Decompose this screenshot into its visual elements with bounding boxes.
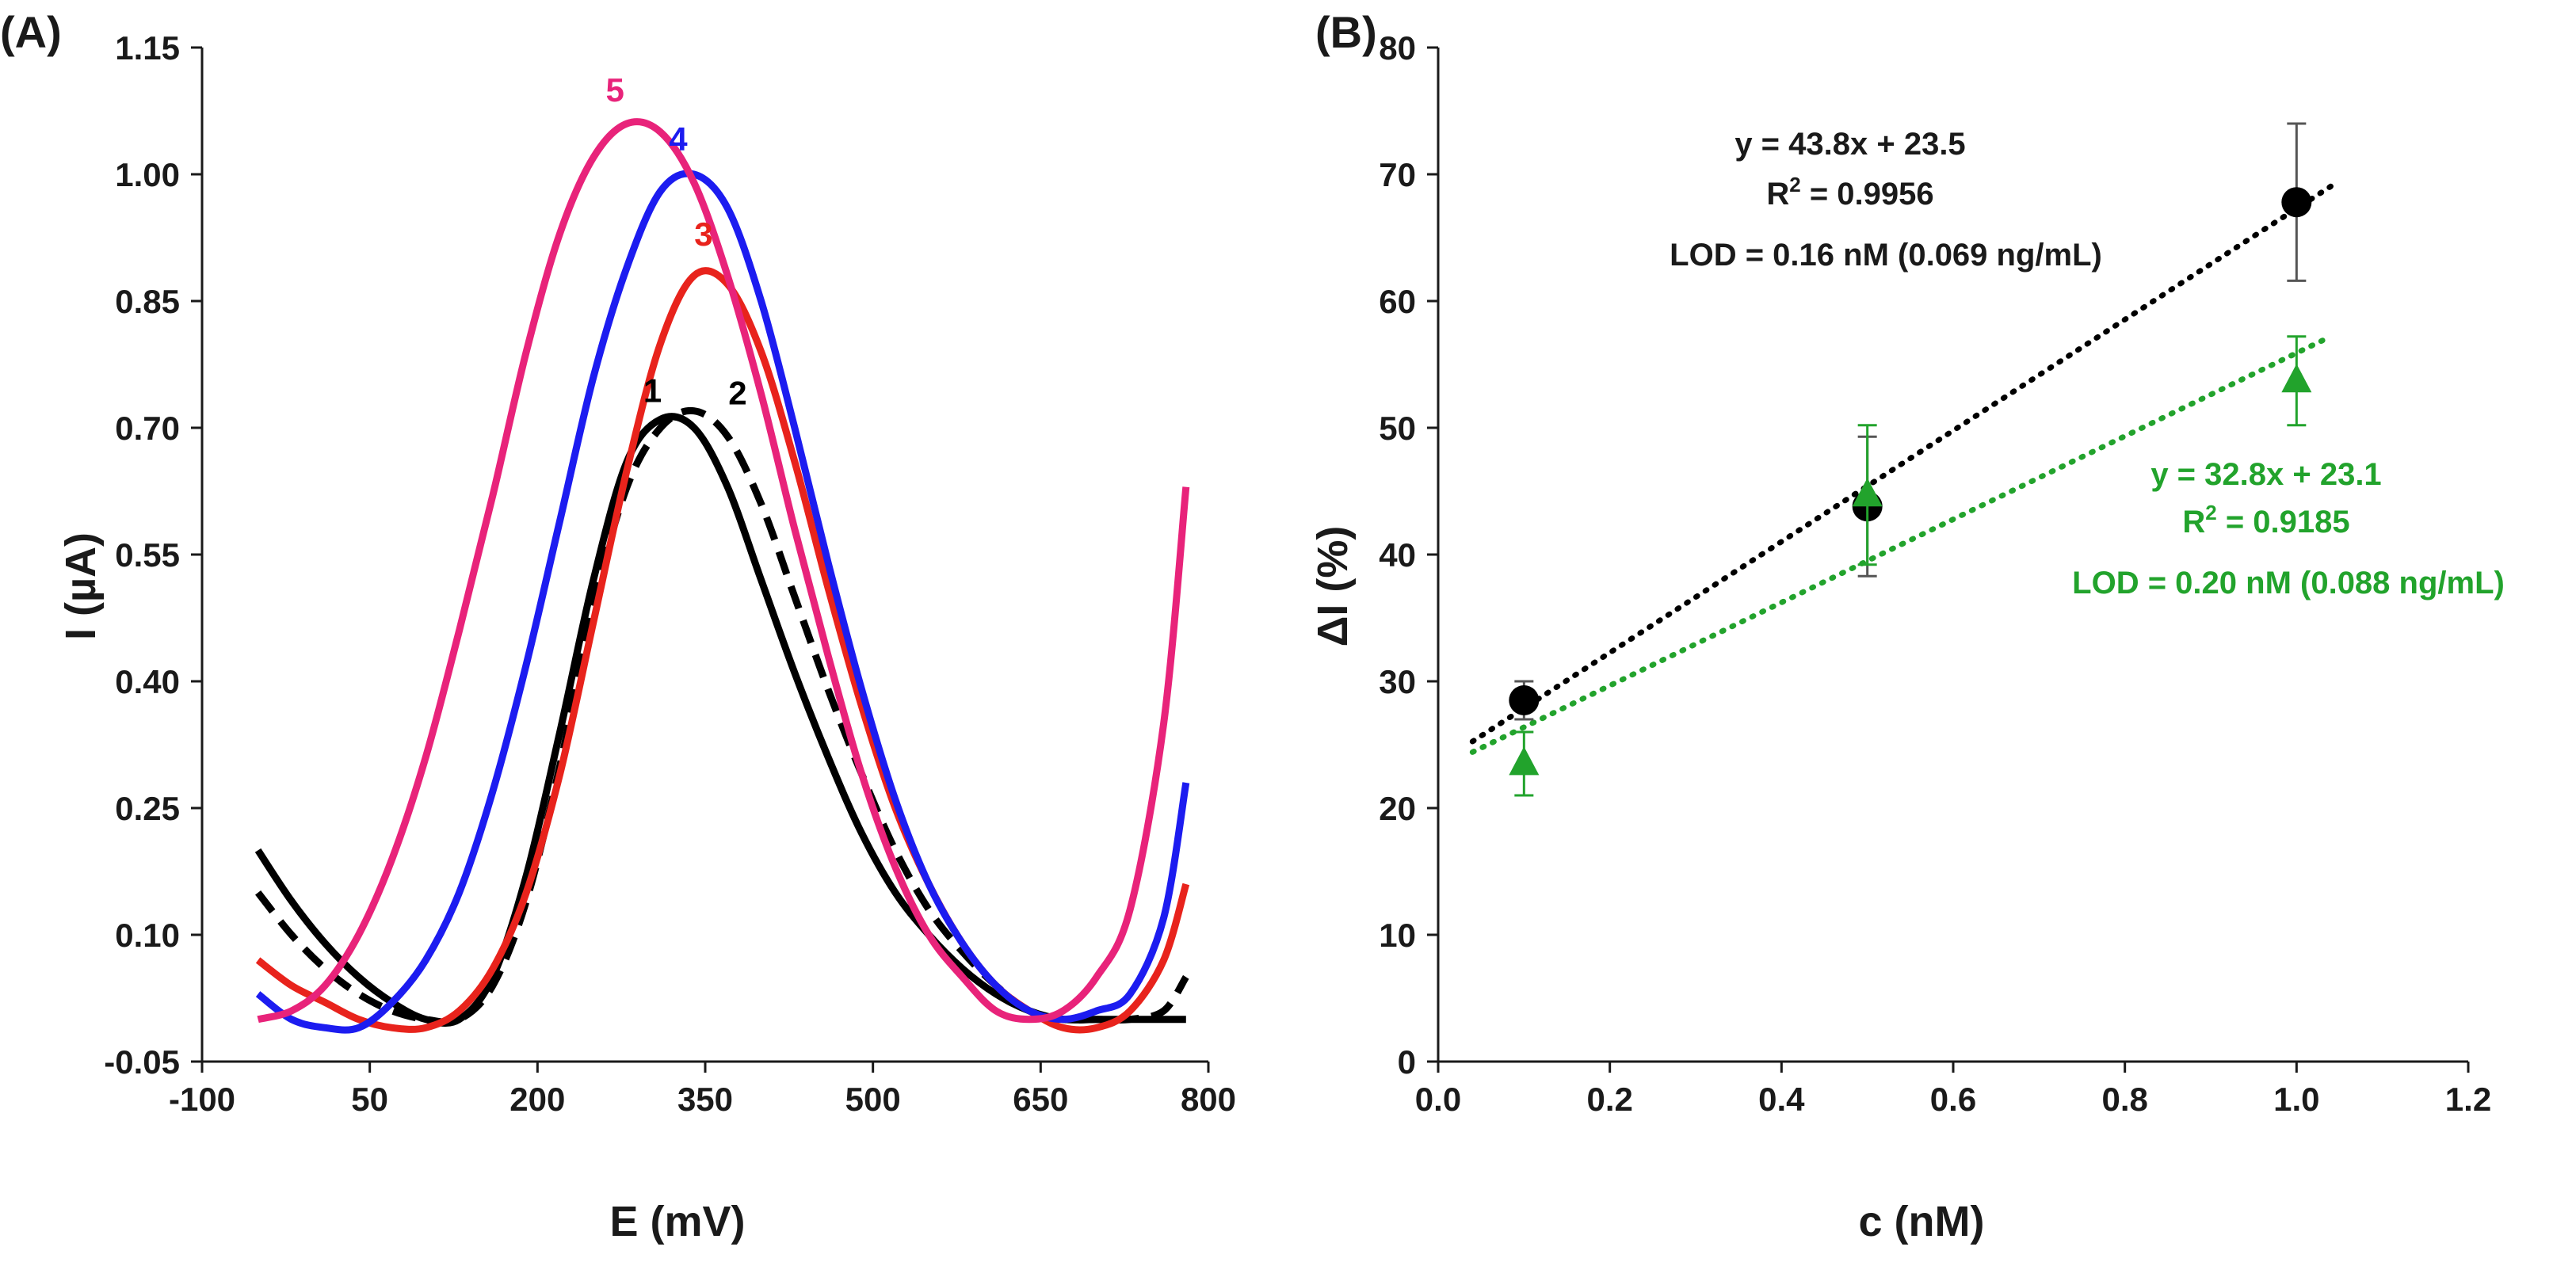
annot-black-r2-value: = 0.9956 <box>1801 177 1934 212</box>
b-x-tick-label: 1.2 <box>2445 1081 2491 1118</box>
panel-a-y-ticks: -0.05 0.10 0.25 0.40 0.55 0.70 0.85 1.00 1.15 <box>104 29 202 1081</box>
panel-b-fit-lines <box>1469 183 2334 755</box>
annot-green-lod: LOD = 0.20 nM (0.088 ng/mL) <box>2072 566 2505 600</box>
fit-line-black <box>1469 183 2334 745</box>
b-y-tick-label: 10 <box>1379 917 1416 954</box>
marker-circle <box>2281 187 2312 218</box>
b-y-tick-label: 70 <box>1379 156 1416 193</box>
b-y-tick-label: 50 <box>1379 410 1416 447</box>
b-y-tick-label: 0 <box>1398 1043 1416 1081</box>
curve-3 <box>255 267 1190 1034</box>
b-y-tick-label: 40 <box>1379 536 1416 574</box>
annot-black-r2: R2 = 0.9956 <box>1766 173 1933 212</box>
panel-a-x-title: E (mV) <box>609 1198 745 1245</box>
panel-b-label: (B) <box>1315 7 1377 57</box>
point-green <box>1852 424 1883 566</box>
a-y-tick-label: 0.10 <box>115 917 180 954</box>
a-x-tick-label: 500 <box>845 1081 901 1118</box>
annot-black-lod: LOD = 0.16 nM (0.069 ng/mL) <box>1670 238 2102 273</box>
panel-a-x-ticks: -100 50 200 350 500 650 800 <box>169 1062 1236 1118</box>
annot-green-equation: y = 32.8x + 23.1 <box>2150 457 2381 492</box>
panel-b-x-title: c (nM) <box>1859 1198 1985 1245</box>
point-green <box>2281 335 2312 427</box>
marker-triangle <box>1852 478 1883 507</box>
panel-a-y-title: I (µA) <box>57 532 105 640</box>
b-y-tick-label: 20 <box>1379 790 1416 827</box>
fit-line-green <box>1469 334 2334 755</box>
panel-b-points <box>1509 122 2312 797</box>
b-x-tick-label: 0.0 <box>1415 1081 1461 1118</box>
curve-label-4: 4 <box>669 120 688 158</box>
panel-a-curve-labels: 1 2 3 4 5 <box>606 71 747 412</box>
a-y-tick-label: 0.25 <box>115 790 180 827</box>
curve-label-5: 5 <box>606 71 624 109</box>
a-y-tick-label: 0.55 <box>115 536 180 574</box>
curve-4 <box>255 170 1190 1034</box>
panel-b-y-ticks: 0 10 20 30 40 50 60 70 80 <box>1379 29 1438 1081</box>
b-x-tick-label: 1.0 <box>2273 1081 2319 1118</box>
b-x-tick-label: 0.4 <box>1758 1081 1805 1118</box>
b-y-tick-label: 30 <box>1379 663 1416 700</box>
curve-label-3: 3 <box>694 215 712 253</box>
marker-circle <box>1509 685 1540 715</box>
b-x-tick-label: 0.2 <box>1586 1081 1632 1118</box>
annot-black-r2-prefix: R <box>1766 177 1789 212</box>
b-y-tick-label: 60 <box>1379 283 1416 320</box>
marker-triangle <box>2281 364 2312 393</box>
panel-a: (A) -100 50 200 350 500 650 800 -0.05 0.10 0.25 0… <box>0 7 1236 1245</box>
point-black <box>1509 680 1540 721</box>
a-y-tick-label: 1.15 <box>115 29 180 67</box>
curve-label-2: 2 <box>728 375 746 412</box>
panel-b-y-title: ΔI (%) <box>1309 526 1357 647</box>
a-x-tick-label: 650 <box>1013 1081 1068 1118</box>
a-y-tick-label: 0.85 <box>115 283 180 320</box>
b-x-tick-label: 0.8 <box>2101 1081 2147 1118</box>
annot-green-r2-sup: 2 <box>2205 501 2216 524</box>
a-y-tick-label: 0.40 <box>115 663 180 700</box>
a-y-tick-label: 1.00 <box>115 156 180 193</box>
a-x-tick-label: 50 <box>351 1081 388 1118</box>
b-x-tick-label: 0.6 <box>1930 1081 1976 1118</box>
curve-5 <box>257 118 1190 1024</box>
panel-a-label: (A) <box>0 7 62 57</box>
a-x-tick-label: 800 <box>1181 1081 1236 1118</box>
curve-2 <box>255 406 1189 1026</box>
a-x-tick-label: -100 <box>169 1081 235 1118</box>
a-y-tick-label: 0.70 <box>115 410 180 447</box>
panel-b-x-ticks: 0.0 0.2 0.4 0.6 0.8 1.0 1.2 <box>1415 1062 2491 1118</box>
curve-label-1: 1 <box>643 372 662 409</box>
panel-a-curves <box>254 118 1190 1034</box>
marker-triangle <box>1509 746 1540 776</box>
annot-green-r2-value: = 0.9185 <box>2217 505 2350 539</box>
a-x-tick-label: 200 <box>509 1081 565 1118</box>
annot-green-r2-prefix: R <box>2182 505 2205 539</box>
a-y-tick-label: -0.05 <box>104 1043 180 1081</box>
annot-black-equation: y = 43.8x + 23.5 <box>1735 127 1965 162</box>
point-black <box>2281 122 2312 282</box>
a-x-tick-label: 350 <box>677 1081 733 1118</box>
point-green <box>1509 730 1540 797</box>
curve-1 <box>254 413 1186 1028</box>
b-y-tick-label: 80 <box>1379 29 1416 67</box>
annot-green-r2: R2 = 0.9185 <box>2182 501 2349 539</box>
annot-black-r2-sup: 2 <box>1789 173 1800 196</box>
panel-b: (B) 0.0 0.2 0.4 0.6 0.8 1.0 1.2 0 10 20 30 40 50 60 7… <box>1309 7 2505 1245</box>
